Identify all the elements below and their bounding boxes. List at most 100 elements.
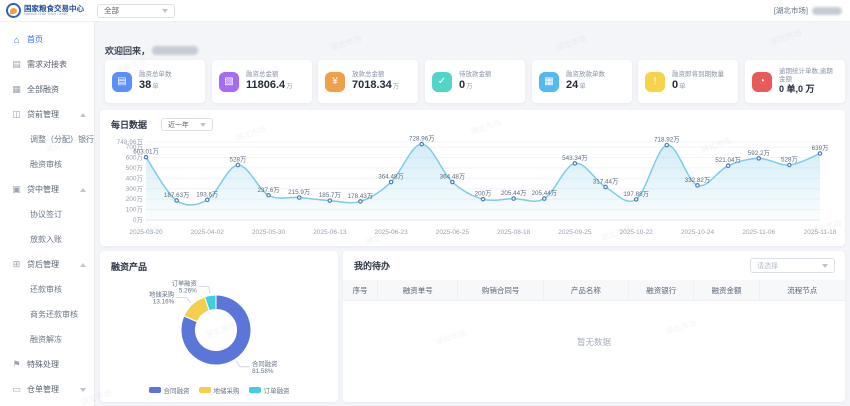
welcome-message: 欢迎回来， xyxy=(105,44,199,57)
svg-text:205.44万: 205.44万 xyxy=(531,189,557,197)
stat-card-value: 0万 xyxy=(459,78,473,91)
svg-text:332.82万: 332.82万 xyxy=(685,176,711,184)
legend-swatch xyxy=(148,387,161,393)
svg-text:2025-06-25: 2025-06-25 xyxy=(436,229,470,236)
sidebar-group-pre-loan[interactable]: ◫ 贷前管理 xyxy=(0,102,94,127)
svg-text:193.6万: 193.6万 xyxy=(196,190,218,198)
app-logo: 国家粮食交易中心 National Grain Trade Center xyxy=(0,3,95,18)
market-filter-select[interactable]: 全部 xyxy=(97,3,175,18)
stat-card-title: 融资总金额 xyxy=(246,70,279,78)
svg-text:187.63万: 187.63万 xyxy=(164,191,190,199)
stat-card-value: 7018.34万 xyxy=(352,78,400,91)
stat-card-icon: ! xyxy=(645,71,665,92)
sidebar-item-agreement-sign[interactable]: 协议签订 xyxy=(30,210,62,219)
svg-text:728.96万: 728.96万 xyxy=(409,135,435,143)
stat-card-icon: ▦ xyxy=(539,71,559,92)
grid-icon: ▦ xyxy=(12,84,21,94)
svg-text:748.96万: 748.96万 xyxy=(117,138,144,146)
svg-text:592.2万: 592.2万 xyxy=(748,149,770,157)
date-range-value: 近一年 xyxy=(168,121,190,129)
legend-item-local-storage-purchase[interactable]: 地储采购 xyxy=(198,385,240,395)
stat-card-3: ✓ 待放款金额 0万 xyxy=(425,60,525,103)
chevron-up-icon xyxy=(80,112,86,117)
sidebar-group-mid-loan[interactable]: ▣ 贷中管理 xyxy=(0,177,94,202)
svg-text:528万: 528万 xyxy=(781,156,798,164)
svg-text:2025-04-02: 2025-04-02 xyxy=(191,229,225,236)
svg-text:200万: 200万 xyxy=(126,195,144,203)
stat-card-0: ▤ 融资总单数 38单 xyxy=(105,60,205,103)
sidebar-item-repayment-review[interactable]: 还款审核 xyxy=(30,285,62,294)
home-icon: ⌂ xyxy=(13,34,20,45)
sidebar-item-home[interactable]: ⌂ 首页 xyxy=(0,27,94,52)
svg-text:2025-06-13: 2025-06-13 xyxy=(313,229,347,236)
stat-card-title: 逾期统计单数,逾期金额 xyxy=(779,67,833,83)
chevron-down-icon xyxy=(822,263,828,268)
daily-chart-title: 每日数据 xyxy=(111,120,148,130)
svg-text:13.16%: 13.16% xyxy=(153,299,175,306)
chevron-down-icon xyxy=(162,8,168,13)
stat-card-icon: ✓ xyxy=(432,71,452,92)
grain-center-logo-icon xyxy=(6,3,21,18)
todo-filter-placeholder: 请选择 xyxy=(757,262,778,270)
sidebar-item-business-repayment-review[interactable]: 商务还款审核 xyxy=(30,310,78,319)
watermark-tile: 湖北市场 xyxy=(554,34,588,53)
stat-card-5: ! 融资即将到期数量 0单 xyxy=(638,60,738,103)
sidebar-item-adjust-bank[interactable]: 调整（分配）银行 xyxy=(30,135,94,144)
svg-text:528万: 528万 xyxy=(230,156,247,164)
svg-text:100万: 100万 xyxy=(126,206,144,214)
stat-card-4: ▦ 融资放款单数 24单 xyxy=(532,60,632,103)
svg-text:2025-11-18: 2025-11-18 xyxy=(804,229,837,236)
svg-text:2025-06-23: 2025-06-23 xyxy=(374,229,408,236)
sidebar-group-post-loan[interactable]: ⊞ 贷后管理 xyxy=(0,252,94,277)
col-product-name: 产品名称 xyxy=(543,280,630,301)
date-range-select[interactable]: 近一年 xyxy=(161,118,214,131)
svg-text:364.48万: 364.48万 xyxy=(440,173,466,181)
logo-title: 国家粮食交易中心 xyxy=(24,4,84,13)
svg-text:364.48万: 364.48万 xyxy=(378,173,404,181)
panel-icon: ▣ xyxy=(12,184,21,194)
svg-text:2025-11-06: 2025-11-06 xyxy=(742,229,775,236)
svg-text:543.34万: 543.34万 xyxy=(562,154,588,162)
svg-text:81.58%: 81.58% xyxy=(252,368,274,375)
svg-text:2025-10-24: 2025-10-24 xyxy=(681,229,715,236)
svg-text:地储采购: 地储采购 xyxy=(149,290,174,299)
stat-card-value: 24单 xyxy=(566,78,586,91)
user-name-redacted[interactable] xyxy=(812,6,842,15)
stat-card-icon: ▧ xyxy=(219,71,239,92)
sidebar-item-financing-review[interactable]: 融资审核 xyxy=(30,160,62,169)
logo-subtitle: National Grain Trade Center xyxy=(24,11,68,16)
financing-products-panel: 融资产品 合同融资 81.58% 地储采购 13.16% 订单融资 5.26% 合同融资 … xyxy=(100,251,338,402)
stat-card-title: 放款总金额 xyxy=(352,70,385,78)
svg-text:200万: 200万 xyxy=(475,190,492,198)
table-icon: ▤ xyxy=(12,59,21,69)
stat-card-value: 0单 xyxy=(672,78,686,91)
stat-card-title: 融资即将到期数量 xyxy=(672,70,724,78)
svg-text:2025-05-30: 2025-05-30 xyxy=(252,229,286,236)
welcome-name-redacted xyxy=(152,46,199,55)
col-process-node: 流程节点 xyxy=(759,280,845,301)
sidebar-item-all-financing[interactable]: ▦ 全部融资 xyxy=(0,77,94,102)
legend-item-order-financing[interactable]: 订单融资 xyxy=(248,385,290,395)
svg-text:521.04万: 521.04万 xyxy=(715,156,741,164)
svg-text:317.44万: 317.44万 xyxy=(593,177,619,185)
svg-text:0万: 0万 xyxy=(133,216,144,224)
svg-text:237.6万: 237.6万 xyxy=(258,186,280,194)
svg-text:订单融资: 订单融资 xyxy=(172,279,197,288)
sidebar-item-special-handling[interactable]: ⚑ 特殊处理 xyxy=(0,352,94,377)
sidebar-item-loan-entry[interactable]: 放款入账 xyxy=(30,235,62,244)
svg-text:2025-08-18: 2025-08-18 xyxy=(497,229,531,236)
col-seq-no: 序号 xyxy=(343,280,379,301)
sidebar-item-demand-docking[interactable]: ▤ 需求对接表 xyxy=(0,52,94,77)
todo-table-header-row: 序号 融资单号 购销合同号 产品名称 融资银行 融资金额 流程节点 xyxy=(343,280,845,301)
svg-text:5.26%: 5.26% xyxy=(179,288,197,295)
my-todo-panel: 我的待办 请选择 序号 融资单号 购销合同号 产品名称 融资银行 融资金额 流程… xyxy=(343,251,845,402)
chevron-down-icon xyxy=(80,387,86,392)
donut-legend: 合同融资 地储采购 订单融资 xyxy=(100,385,338,395)
sidebar-group-warehouse-receipt[interactable]: ▭ 仓单管理 xyxy=(0,377,94,402)
col-financing-bank: 融资银行 xyxy=(629,280,695,301)
legend-item-contract-financing[interactable]: 合同融资 xyxy=(148,385,190,395)
todo-filter-select[interactable]: 请选择 xyxy=(750,258,835,273)
legend-swatch xyxy=(198,387,211,393)
sidebar-item-financing-unfreeze[interactable]: 融资解冻 xyxy=(30,335,62,344)
